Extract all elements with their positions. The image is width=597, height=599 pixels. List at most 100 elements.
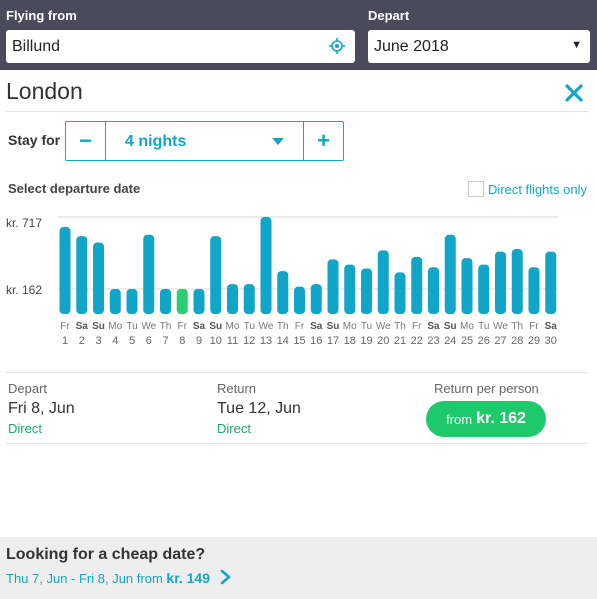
day-name-label: Mo bbox=[108, 321, 122, 332]
bars-group: Fr 1 Sa 2 Su 3 Mo 4 Tu 5 We 6 Th 7 Fr 8 Sa 9 Su 10 Mo 11 Tu 12 W… bbox=[59, 217, 558, 347]
day-number-label: 22 bbox=[411, 335, 423, 347]
day-name-label: Fr bbox=[60, 321, 70, 332]
day-name-label: Su bbox=[209, 321, 222, 332]
day-name-label: Sa bbox=[76, 321, 89, 332]
nights-stepper: − 4 nights + bbox=[65, 121, 344, 161]
price-bar-day-18[interactable] bbox=[344, 264, 356, 314]
close-icon[interactable] bbox=[563, 82, 585, 104]
price-bar-day-27[interactable] bbox=[495, 251, 506, 314]
price-bar-day-26[interactable] bbox=[478, 264, 490, 314]
price-bar-day-6[interactable] bbox=[143, 234, 155, 314]
day-name-label: Tu bbox=[244, 321, 255, 332]
day-name-label: Tu bbox=[361, 321, 372, 332]
price-bar-day-14[interactable] bbox=[277, 271, 289, 314]
day-number-label: 25 bbox=[461, 335, 473, 347]
price-bar-day-17[interactable] bbox=[327, 259, 339, 314]
dropdown-caret-icon: ▼ bbox=[571, 39, 582, 51]
cheap-date-link[interactable]: Thu 7, Jun - Fri 8, Jun from kr. 149 bbox=[6, 570, 210, 586]
direct-flights-label[interactable]: Direct flights only bbox=[488, 182, 587, 197]
day-name-label: Fr bbox=[412, 321, 422, 332]
cheap-date-footer: Looking for a cheap date? Thu 7, Jun - F… bbox=[0, 537, 597, 599]
divider bbox=[6, 443, 588, 444]
search-header: Flying from Billund Depart June 2018 ▼ bbox=[0, 0, 597, 70]
divider bbox=[6, 372, 588, 373]
price-bar-day-20[interactable] bbox=[377, 250, 389, 314]
price-bar-day-21[interactable] bbox=[394, 272, 406, 314]
price-bar-day-5[interactable] bbox=[126, 289, 138, 314]
day-name-label: We bbox=[493, 321, 508, 332]
day-name-label: Su bbox=[327, 321, 340, 332]
day-number-label: 24 bbox=[444, 335, 456, 347]
price-bar-day-23[interactable] bbox=[428, 267, 439, 314]
locate-icon[interactable] bbox=[329, 38, 345, 54]
cheap-date-amount: kr. 149 bbox=[166, 570, 211, 586]
day-name-label: Sa bbox=[545, 321, 558, 332]
day-name-label: Mo bbox=[226, 321, 240, 332]
day-name-label: Th bbox=[277, 321, 289, 332]
day-number-label: 11 bbox=[227, 335, 238, 347]
stay-for-label: Stay for bbox=[8, 132, 61, 148]
depart-label: Depart bbox=[368, 8, 410, 23]
day-name-label: Tu bbox=[478, 321, 489, 332]
price-button[interactable]: from kr. 162 bbox=[426, 401, 546, 437]
price-bar-day-25[interactable] bbox=[461, 258, 473, 314]
day-number-label: 6 bbox=[146, 335, 152, 347]
day-name-label: Sa bbox=[310, 321, 323, 332]
price-bar-day-4[interactable] bbox=[109, 289, 121, 314]
price-bar-day-3[interactable] bbox=[93, 242, 104, 314]
price-bar-day-19[interactable] bbox=[361, 268, 372, 314]
price-bar-day-29[interactable] bbox=[528, 267, 540, 314]
price-bar-day-9[interactable] bbox=[193, 289, 205, 314]
price-bar-day-11[interactable] bbox=[227, 284, 238, 314]
nights-dropdown-icon[interactable] bbox=[272, 138, 284, 145]
day-number-label: 19 bbox=[360, 335, 372, 347]
price-bar-day-15[interactable] bbox=[294, 286, 305, 314]
return-date: Tue 12, Jun bbox=[217, 400, 301, 417]
day-name-label: Th bbox=[394, 321, 406, 332]
depart-summary-label: Depart bbox=[8, 381, 48, 396]
price-bar-day-8[interactable] bbox=[176, 289, 188, 314]
day-number-label: 10 bbox=[210, 335, 222, 347]
day-name-label: Mo bbox=[343, 321, 357, 332]
increase-nights-button[interactable]: + bbox=[303, 122, 343, 160]
day-number-label: 13 bbox=[260, 335, 272, 347]
day-number-label: 26 bbox=[478, 335, 490, 347]
day-number-label: 20 bbox=[377, 335, 389, 347]
day-number-label: 30 bbox=[545, 335, 557, 347]
price-bar-day-1[interactable] bbox=[59, 226, 71, 314]
direct-flights-checkbox[interactable] bbox=[468, 181, 484, 197]
day-number-label: 27 bbox=[494, 335, 506, 347]
price-bar-day-24[interactable] bbox=[444, 234, 456, 314]
nights-value[interactable]: 4 nights bbox=[125, 133, 187, 150]
return-per-person-label: Return per person bbox=[434, 381, 539, 396]
y-tick-low: kr. 162 bbox=[6, 283, 42, 297]
price-bar-day-13[interactable] bbox=[260, 217, 272, 314]
day-name-label: We bbox=[376, 321, 391, 332]
price-bar-day-16[interactable] bbox=[310, 284, 322, 314]
price-bar-day-2[interactable] bbox=[76, 236, 88, 314]
flying-from-input[interactable]: Billund bbox=[6, 30, 355, 63]
flying-from-value: Billund bbox=[12, 37, 61, 55]
day-name-label: We bbox=[259, 321, 274, 332]
price-bar-day-10[interactable] bbox=[210, 236, 222, 314]
day-number-label: 8 bbox=[179, 335, 185, 347]
day-number-label: 2 bbox=[79, 335, 85, 347]
day-number-label: 1 bbox=[62, 335, 68, 347]
cheap-date-title: Looking for a cheap date? bbox=[6, 546, 206, 563]
price-bar-day-7[interactable] bbox=[160, 289, 171, 314]
decrease-nights-button[interactable]: − bbox=[66, 122, 106, 160]
day-number-label: 18 bbox=[344, 335, 356, 347]
depart-month-value: June 2018 bbox=[374, 37, 449, 55]
day-name-label: Sa bbox=[427, 321, 440, 332]
price-bar-day-12[interactable] bbox=[243, 284, 255, 314]
depart-month-select[interactable]: June 2018 ▼ bbox=[368, 30, 590, 63]
day-name-label: Th bbox=[160, 321, 172, 332]
price-bar-day-30[interactable] bbox=[545, 251, 557, 314]
y-tick-top: kr. 717 bbox=[6, 216, 42, 230]
day-number-label: 29 bbox=[528, 335, 540, 347]
chevron-right-icon[interactable] bbox=[219, 568, 233, 586]
price-bar-day-28[interactable] bbox=[511, 249, 523, 314]
day-name-label: Th bbox=[511, 321, 523, 332]
cheap-date-range: Thu 7, Jun - Fri 8, Jun from bbox=[6, 571, 163, 586]
price-bar-day-22[interactable] bbox=[411, 256, 423, 314]
